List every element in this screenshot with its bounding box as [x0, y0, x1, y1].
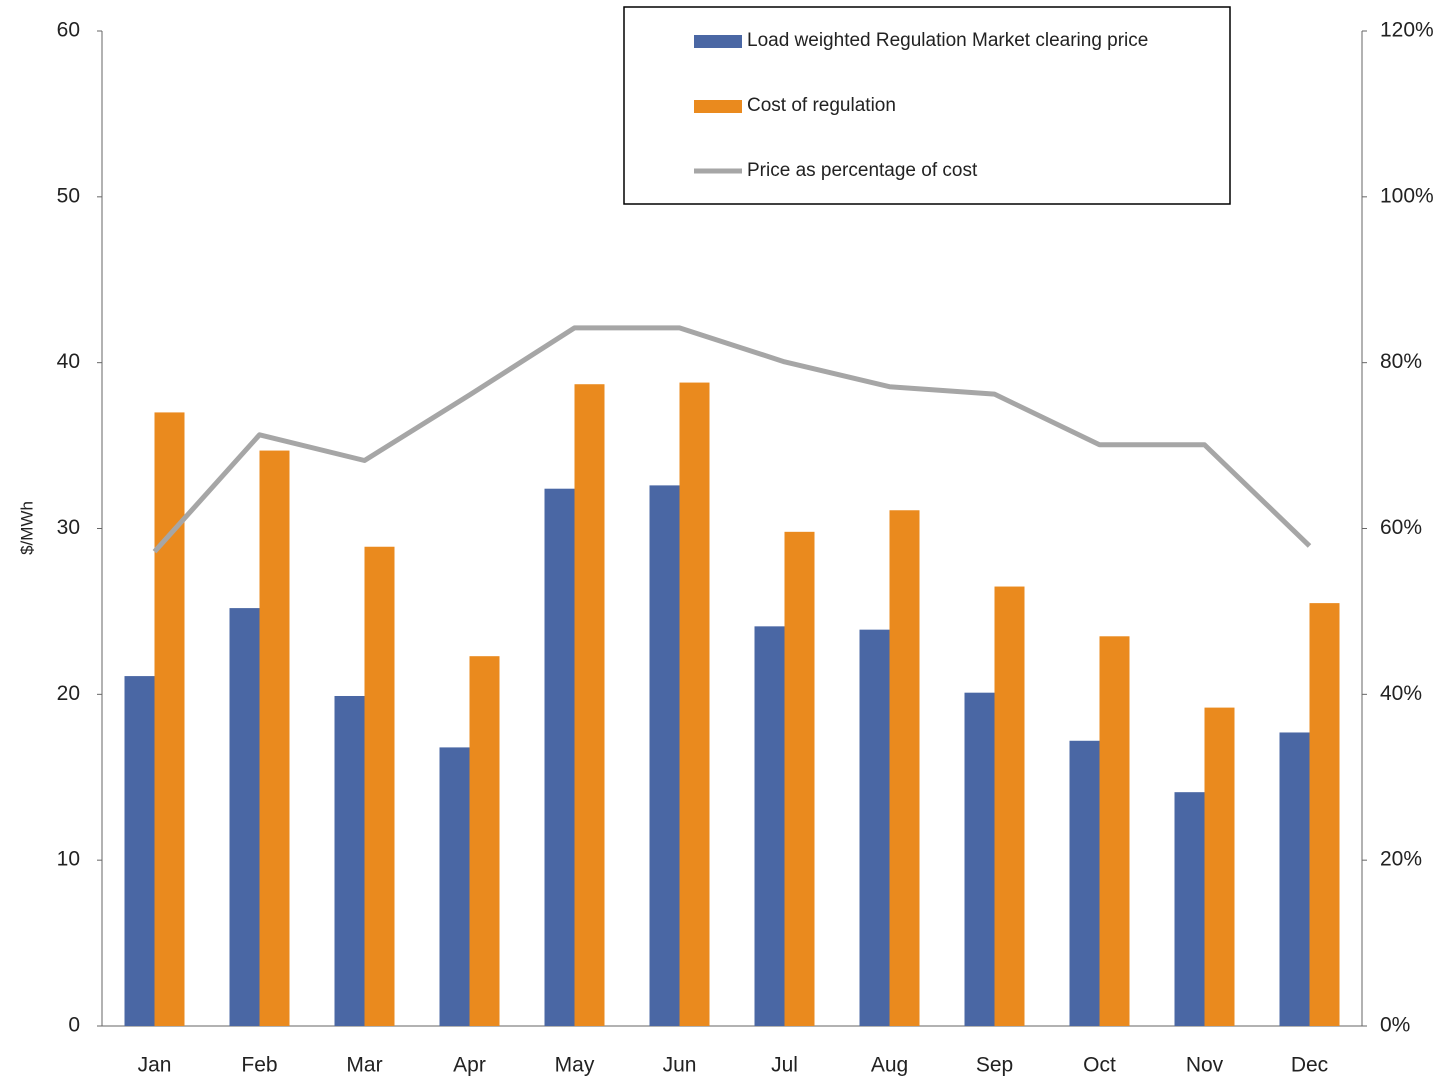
bar [1069, 740, 1100, 1026]
y-tick-label: 50 [57, 184, 80, 207]
bar [469, 656, 500, 1026]
line [152, 325, 1312, 554]
bar [124, 676, 155, 1026]
bar [259, 450, 290, 1026]
x-tick-label: Mar [346, 1054, 382, 1077]
y-tick-label: 20 [57, 682, 80, 705]
bar [1279, 732, 1310, 1026]
bar [859, 629, 890, 1026]
bar [994, 586, 1025, 1026]
y2-tick-label: 120% [1380, 19, 1434, 42]
bar [1174, 792, 1205, 1026]
x-tick-label: Jun [663, 1054, 697, 1077]
bar [574, 384, 605, 1027]
y2-tick-label: 80% [1380, 350, 1422, 373]
x-tick-label: Sep [976, 1054, 1013, 1077]
y-tick-label: 10 [57, 848, 80, 871]
bar [784, 531, 815, 1026]
y-axis-label: $/MWh [17, 501, 36, 555]
legend-label: Load weighted Regulation Market clearing… [747, 30, 1148, 51]
bar [364, 546, 395, 1026]
bar [439, 747, 470, 1026]
y-tick-label: 0 [68, 1014, 80, 1037]
legend-label: Price as percentage of cost [747, 160, 978, 181]
y2-tick-label: 60% [1380, 516, 1422, 539]
legend-swatch [694, 100, 742, 113]
bar [229, 608, 260, 1026]
y-tick-label: 60 [57, 19, 80, 42]
x-tick-label: Aug [871, 1054, 908, 1077]
y2-tick-label: 0% [1380, 1014, 1410, 1037]
legend-swatch [694, 35, 742, 48]
y2-tick-label: 100% [1380, 184, 1434, 207]
legend-label: Cost of regulation [747, 95, 896, 116]
bar [649, 485, 680, 1027]
bar [544, 488, 575, 1026]
bar [679, 382, 710, 1027]
bar [1309, 603, 1340, 1026]
y2-tick-label: 20% [1380, 848, 1422, 871]
bar [964, 692, 995, 1026]
y2-tick-label: 40% [1380, 682, 1422, 705]
y-tick-label: 30 [57, 516, 80, 539]
x-tick-label: Apr [453, 1054, 486, 1077]
bar [334, 695, 365, 1026]
x-tick-label: Feb [241, 1054, 277, 1077]
bar [1204, 707, 1235, 1026]
x-tick-label: Jul [771, 1054, 798, 1077]
x-tick-label: May [555, 1054, 595, 1077]
bar [754, 626, 785, 1026]
bar [154, 412, 185, 1027]
x-tick-label: Dec [1291, 1054, 1328, 1077]
x-tick-label: Nov [1186, 1054, 1224, 1077]
x-tick-label: Oct [1083, 1054, 1116, 1077]
bar [889, 510, 920, 1027]
y-tick-label: 40 [57, 350, 80, 373]
bar [1099, 636, 1130, 1026]
x-tick-label: Jan [138, 1054, 172, 1077]
